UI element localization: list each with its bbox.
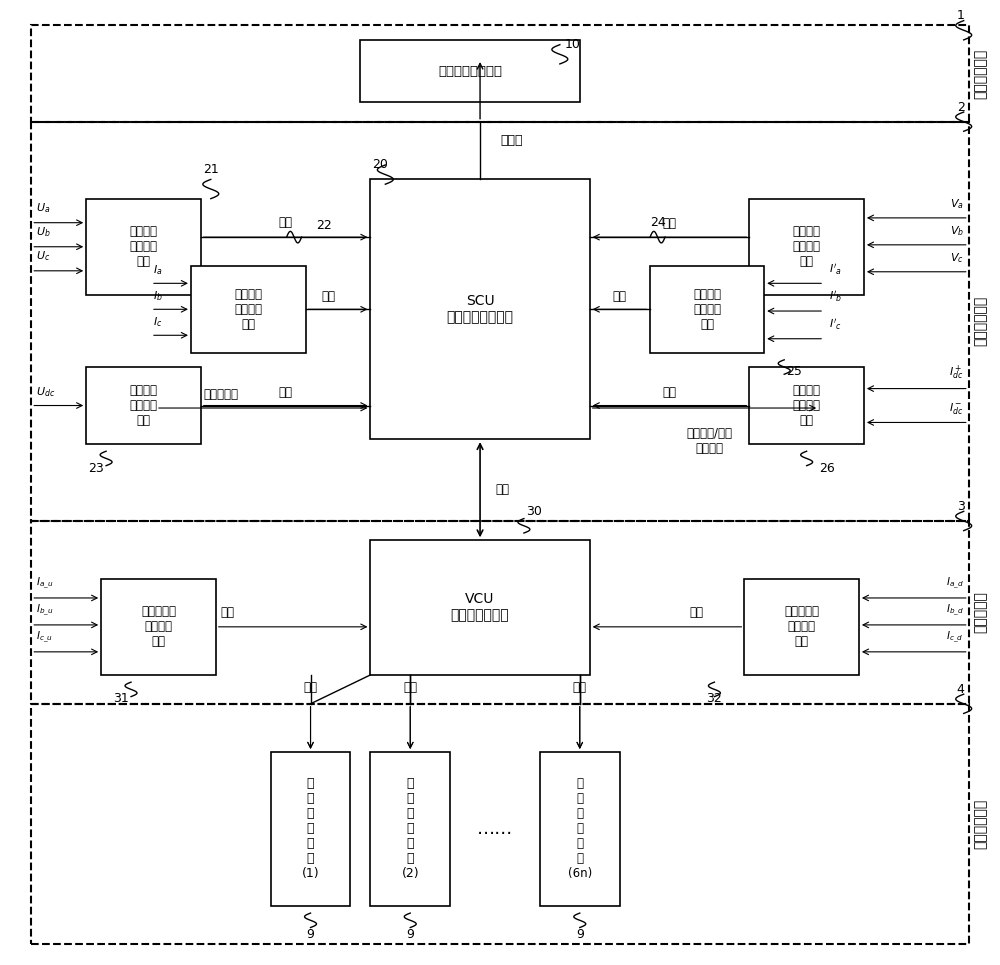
FancyBboxPatch shape xyxy=(86,367,201,444)
Text: $I_{c\_u}$: $I_{c\_u}$ xyxy=(36,630,53,646)
Text: 2: 2 xyxy=(957,100,965,114)
Text: VCU
（阀控制机箱）: VCU （阀控制机箱） xyxy=(451,593,509,622)
Text: 4: 4 xyxy=(957,683,965,696)
Text: 阀侧电压
信号采集
单元: 阀侧电压 信号采集 单元 xyxy=(793,225,821,268)
Text: 31: 31 xyxy=(113,693,129,705)
Text: 子
模
块
控
制
器
(2): 子 模 块 控 制 器 (2) xyxy=(401,778,419,880)
Text: 光纤: 光纤 xyxy=(689,606,703,619)
Text: 上位机控制层: 上位机控制层 xyxy=(974,48,988,98)
Text: 23: 23 xyxy=(88,461,104,475)
Text: $I^-_{dc}$: $I^-_{dc}$ xyxy=(949,400,964,416)
FancyBboxPatch shape xyxy=(370,179,590,439)
Text: 光纤: 光纤 xyxy=(279,386,293,399)
Text: $V_c$: $V_c$ xyxy=(950,251,964,265)
Text: $I^+_{dc}$: $I^+_{dc}$ xyxy=(949,364,964,382)
FancyBboxPatch shape xyxy=(749,199,864,295)
Text: 运行人员监控系统: 运行人员监控系统 xyxy=(438,65,502,77)
Text: 阀侧电流
信号采集
单元: 阀侧电流 信号采集 单元 xyxy=(693,288,721,331)
Text: 网侧电流
信号采集
单元: 网侧电流 信号采集 单元 xyxy=(234,288,262,331)
FancyBboxPatch shape xyxy=(101,579,216,675)
Text: 下桥臂电流
信号采集
单元: 下桥臂电流 信号采集 单元 xyxy=(784,605,819,648)
Text: 网侧电压
信号采集
单元: 网侧电压 信号采集 单元 xyxy=(129,225,157,268)
Text: ……: …… xyxy=(477,820,513,838)
Text: 25: 25 xyxy=(786,366,802,378)
Text: 26: 26 xyxy=(819,461,834,475)
Text: 上桥臂电流
信号采集
单元: 上桥臂电流 信号采集 单元 xyxy=(141,605,176,648)
FancyBboxPatch shape xyxy=(749,367,864,444)
Text: 子
模
块
控
制
器
(6n): 子 模 块 控 制 器 (6n) xyxy=(568,778,592,880)
FancyBboxPatch shape xyxy=(650,266,764,352)
Text: 1: 1 xyxy=(957,10,965,22)
Text: $I_{b\_d}$: $I_{b\_d}$ xyxy=(946,603,964,619)
Text: $V_b$: $V_b$ xyxy=(950,224,964,238)
Text: 子
模
块
控
制
器
(1): 子 模 块 控 制 器 (1) xyxy=(302,778,319,880)
Text: $I_{a\_u}$: $I_{a\_u}$ xyxy=(36,576,54,592)
Text: 开关控制/其他
信号输出: 开关控制/其他 信号输出 xyxy=(686,427,732,455)
Text: 光纤: 光纤 xyxy=(573,681,587,694)
FancyBboxPatch shape xyxy=(370,540,590,675)
Text: 24: 24 xyxy=(650,216,665,230)
Text: 光纤: 光纤 xyxy=(663,386,677,399)
Text: 光纤: 光纤 xyxy=(221,606,235,619)
Text: 3: 3 xyxy=(957,500,965,513)
Text: 光纤: 光纤 xyxy=(495,483,509,496)
Text: 9: 9 xyxy=(307,928,314,941)
FancyBboxPatch shape xyxy=(540,752,620,906)
Text: 直流电流
信号采集
单元: 直流电流 信号采集 单元 xyxy=(793,384,821,427)
Text: $V_a$: $V_a$ xyxy=(950,198,964,211)
Text: $U_c$: $U_c$ xyxy=(36,249,51,263)
FancyBboxPatch shape xyxy=(86,199,201,295)
Text: $I_c$: $I_c$ xyxy=(153,315,162,328)
Text: 系统级控制层: 系统级控制层 xyxy=(974,296,988,346)
FancyBboxPatch shape xyxy=(744,579,859,675)
Text: 22: 22 xyxy=(316,219,332,233)
Text: 光纤: 光纤 xyxy=(613,290,627,303)
FancyBboxPatch shape xyxy=(271,752,350,906)
Text: $I_{c\_d}$: $I_{c\_d}$ xyxy=(946,630,964,646)
Text: 模块级控制层: 模块级控制层 xyxy=(974,799,988,849)
Text: $I_a$: $I_a$ xyxy=(153,262,162,277)
Text: 光纤: 光纤 xyxy=(304,681,318,694)
Text: $I'_c$: $I'_c$ xyxy=(829,317,842,332)
Text: $U_{dc}$: $U_{dc}$ xyxy=(36,385,56,399)
Text: 以太网: 以太网 xyxy=(500,134,522,148)
Text: 光纤: 光纤 xyxy=(403,681,417,694)
Text: $U_b$: $U_b$ xyxy=(36,225,51,239)
Text: 光纤: 光纤 xyxy=(279,216,293,230)
Text: 9: 9 xyxy=(406,928,414,941)
Text: 9: 9 xyxy=(576,928,584,941)
Text: $I_b$: $I_b$ xyxy=(153,289,163,303)
Text: $I_{b\_u}$: $I_{b\_u}$ xyxy=(36,603,54,619)
Text: SCU
（系统控制机箱）: SCU （系统控制机箱） xyxy=(447,294,514,324)
Text: $U_a$: $U_a$ xyxy=(36,201,51,215)
FancyBboxPatch shape xyxy=(370,752,450,906)
Text: 21: 21 xyxy=(203,163,219,177)
Text: 数字量输入: 数字量输入 xyxy=(203,388,238,401)
Text: 阀级控制层: 阀级控制层 xyxy=(974,592,988,633)
Text: 32: 32 xyxy=(707,693,722,705)
Text: 直流电压
信号采集
单元: 直流电压 信号采集 单元 xyxy=(129,384,157,427)
Text: 10: 10 xyxy=(565,39,581,51)
Text: 光纤: 光纤 xyxy=(321,290,335,303)
Text: $I_{a\_d}$: $I_{a\_d}$ xyxy=(946,576,964,592)
Text: 30: 30 xyxy=(526,505,542,518)
FancyBboxPatch shape xyxy=(360,40,580,102)
Text: $I'_b$: $I'_b$ xyxy=(829,290,842,304)
Text: 光纤: 光纤 xyxy=(663,217,677,231)
FancyBboxPatch shape xyxy=(191,266,306,352)
Text: $I'_a$: $I'_a$ xyxy=(829,262,842,277)
Text: 20: 20 xyxy=(372,158,388,172)
